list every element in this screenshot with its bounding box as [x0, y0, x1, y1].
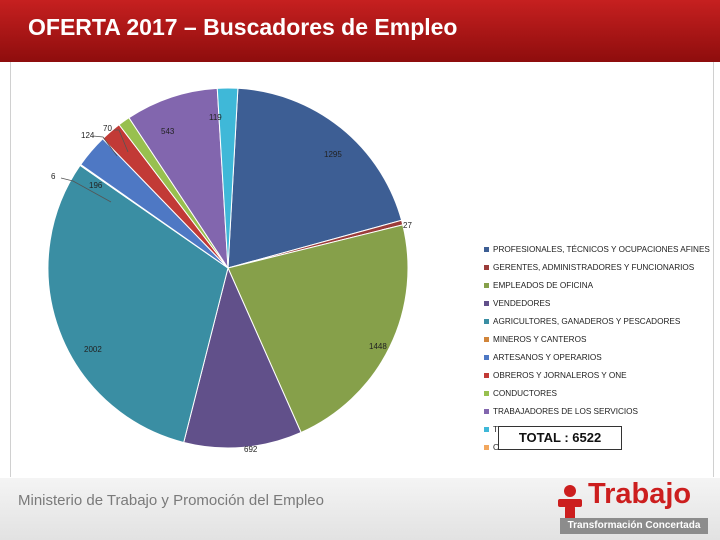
data-label: 70 — [103, 124, 112, 133]
data-label: 124 — [81, 131, 95, 140]
brand-tagline: Transformación Concertada — [560, 518, 708, 534]
legend-swatch — [484, 264, 489, 270]
data-label: 119 — [209, 113, 222, 122]
legend-label: TRABAJADORES DE LOS SERVICIOS — [493, 406, 638, 416]
legend-label: OBREROS Y JORNALEROS Y ONE — [493, 370, 627, 380]
legend-label: GERENTES, ADMINISTRADORES Y FUNCIONARIOS — [493, 262, 695, 272]
chart-legend: PROFESIONALES, TÉCNICOS Y OCUPACIONES AF… — [484, 240, 710, 456]
data-label: 196 — [89, 181, 103, 190]
brand-name: Trabajo — [588, 478, 692, 510]
legend-swatch — [484, 408, 489, 414]
legend-item: MINEROS Y CANTEROS — [484, 330, 710, 348]
data-label: 27 — [403, 221, 412, 230]
legend-item: PROFESIONALES, TÉCNICOS Y OCUPACIONES AF… — [484, 240, 710, 258]
legend-swatch — [484, 300, 489, 306]
chart-panel: 1295 27 1448 692 2002 6 196 124 70 543 119 PROFESI… — [10, 62, 714, 477]
leader-line — [114, 129, 129, 153]
legend-swatch — [484, 426, 489, 432]
pie-slice — [183, 266, 302, 449]
data-label: 1295 — [324, 150, 342, 159]
legend-label: MINEROS Y CANTEROS — [493, 334, 587, 344]
legend-item: EMPLEADOS DE OFICINA — [484, 276, 710, 294]
data-label: 1448 — [369, 342, 387, 351]
data-label: 692 — [244, 445, 258, 454]
legend-label: ARTESANOS Y OPERARIOS — [493, 352, 602, 362]
legend-label: PROFESIONALES, TÉCNICOS Y OCUPACIONES AF… — [493, 244, 710, 254]
pie-slice — [128, 87, 229, 270]
legend-label: EMPLEADOS DE OFICINA — [493, 280, 594, 290]
pie-slice — [47, 164, 229, 444]
legend-label: VENDEDORES — [493, 298, 551, 308]
legend-swatch — [484, 282, 489, 288]
pie-chart: 1295 27 1448 692 2002 6 196 124 70 543 119 — [47, 87, 412, 454]
pie-slice — [216, 87, 239, 269]
legend-swatch — [484, 372, 489, 378]
legend-swatch — [484, 354, 489, 360]
legend-swatch — [484, 246, 489, 252]
legend-swatch — [484, 444, 489, 450]
legend-swatch — [484, 336, 489, 342]
legend-item: VENDEDORES — [484, 294, 710, 312]
data-label: 2002 — [84, 345, 102, 354]
data-label: 543 — [161, 127, 175, 136]
legend-swatch — [484, 318, 489, 324]
legend-item: TRABAJADORES DE LOS SERVICIOS — [484, 402, 710, 420]
legend-swatch — [484, 390, 489, 396]
data-label: 6 — [51, 172, 56, 181]
footer-bar: Ministerio de Trabajo y Promoción del Em… — [0, 478, 720, 540]
legend-item: CONDUCTORES — [484, 384, 710, 402]
legend-item: ARTESANOS Y OPERARIOS — [484, 348, 710, 366]
total-box: TOTAL : 6522 — [498, 426, 622, 450]
legend-item: OBREROS Y JORNALEROS Y ONE — [484, 366, 710, 384]
legend-item: GERENTES, ADMINISTRADORES Y FUNCIONARIOS — [484, 258, 710, 276]
leader-line — [60, 177, 112, 203]
legend-item: AGRICULTORES, GANADEROS Y PESCADORES — [484, 312, 710, 330]
leader-line — [92, 135, 118, 157]
ministry-name: Ministerio de Trabajo y Promoción del Em… — [18, 492, 324, 509]
pie-slice — [227, 224, 409, 434]
legend-label: AGRICULTORES, GANADEROS Y PESCADORES — [493, 316, 681, 326]
trabajo-logo-icon — [558, 485, 582, 523]
pie-slice — [227, 87, 403, 269]
title-bar: OFERTA 2017 – Buscadores de Empleo — [0, 0, 720, 62]
page-title: OFERTA 2017 – Buscadores de Empleo — [28, 14, 458, 40]
legend-label: CONDUCTORES — [493, 388, 557, 398]
